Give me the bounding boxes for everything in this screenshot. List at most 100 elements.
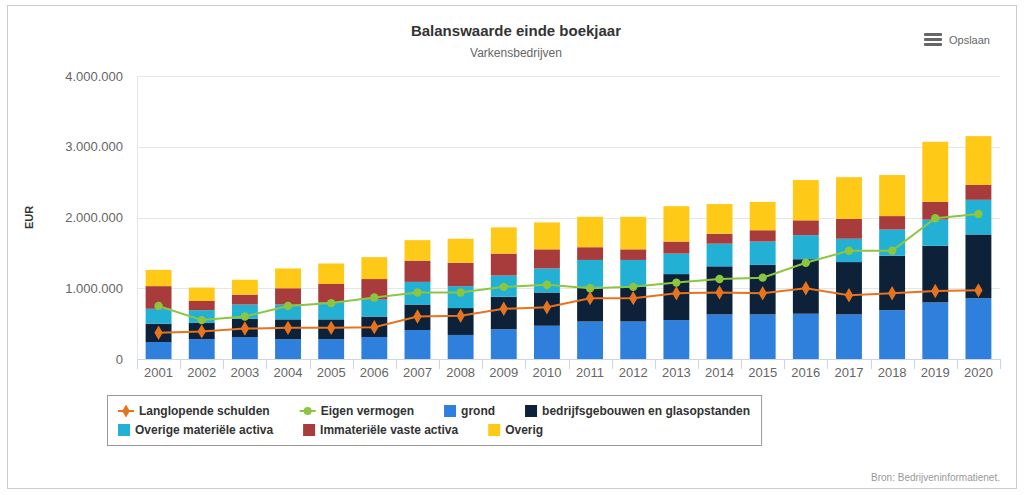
line-marker <box>715 275 723 283</box>
line-marker <box>284 321 292 335</box>
line-marker <box>241 312 249 320</box>
bar <box>189 301 215 310</box>
x-category-divider <box>266 359 267 369</box>
bar <box>663 254 689 275</box>
x-category-divider <box>439 359 440 369</box>
bar <box>232 337 258 359</box>
line-marker <box>759 286 767 300</box>
line-marker <box>370 320 378 334</box>
bar <box>750 242 776 265</box>
bar <box>793 220 819 235</box>
x-category-divider <box>698 359 699 369</box>
x-category-divider <box>957 359 958 369</box>
x-category-divider <box>310 359 311 369</box>
x-tick: 2010 <box>532 359 561 380</box>
x-category-divider <box>784 359 785 369</box>
x-tick-label: 2004 <box>274 365 303 380</box>
line-marker <box>629 291 637 305</box>
x-tick-label: 2012 <box>619 365 648 380</box>
bar <box>146 342 172 359</box>
x-category-divider <box>396 359 397 369</box>
bar <box>836 219 862 239</box>
bar <box>577 260 603 287</box>
x-tick-label: 2010 <box>532 365 561 380</box>
legend-item: Eigen vermogen <box>300 404 414 418</box>
legend-swatch <box>303 424 315 436</box>
bar <box>922 302 948 359</box>
line-marker <box>931 214 939 222</box>
menu-button[interactable]: Opslaan <box>924 33 990 46</box>
line-series <box>154 210 982 324</box>
x-tick-label: 2017 <box>835 365 864 380</box>
menu-label: Opslaan <box>949 34 990 46</box>
bar <box>965 185 991 200</box>
bar <box>965 234 991 298</box>
x-tick: 2014 <box>705 359 734 380</box>
bar <box>750 314 776 359</box>
legend: Langlopende schuldenEigen vermogengrondb… <box>108 396 762 446</box>
bar <box>922 246 948 303</box>
line-marker <box>974 210 982 218</box>
x-category-divider <box>569 359 570 369</box>
line-marker <box>802 281 810 295</box>
bar <box>922 142 948 202</box>
legend-swatch <box>488 424 500 436</box>
line-marker <box>974 283 982 297</box>
legend-swatch <box>444 405 456 417</box>
title: Balanswaarde einde boekjaar <box>411 22 621 39</box>
bar <box>448 335 474 359</box>
bar <box>793 180 819 220</box>
x-category-divider <box>914 359 915 369</box>
x-category-divider <box>353 359 354 369</box>
x-category-divider <box>871 359 872 369</box>
x-tick: 2012 <box>619 359 648 380</box>
x-tick: 2004 <box>274 359 303 380</box>
x-tick-label: 2007 <box>403 365 432 380</box>
legend-box <box>108 396 762 446</box>
grid-line <box>137 218 1000 219</box>
subtitle: Varkensbedrijven <box>470 46 562 60</box>
line-marker <box>672 286 680 300</box>
x-category-divider <box>223 359 224 369</box>
x-tick-label: 2018 <box>878 365 907 380</box>
bar <box>534 222 560 249</box>
grid-line <box>137 288 1000 289</box>
x-tick-label: 2020 <box>964 365 993 380</box>
legend-item: Overig <box>488 423 543 437</box>
line-marker <box>931 284 939 298</box>
bar <box>275 268 301 288</box>
bar <box>879 310 905 359</box>
line-marker <box>629 283 637 291</box>
x-tick: 2017 <box>835 359 864 380</box>
bar <box>707 204 733 234</box>
bar <box>361 257 387 279</box>
bar-series <box>146 200 992 324</box>
bar-series <box>146 185 992 310</box>
bar <box>534 249 560 268</box>
legend-label: bedrijfsgebouwen en glasopstanden <box>542 404 750 418</box>
bar <box>448 286 474 308</box>
bar <box>707 244 733 267</box>
bar <box>577 322 603 359</box>
bar <box>534 326 560 359</box>
legend-label: grond <box>461 404 495 418</box>
line-marker <box>413 309 421 323</box>
y-tick-label: 1.000.000 <box>65 281 123 296</box>
bar <box>965 136 991 185</box>
x-tick: 2001 <box>144 359 173 380</box>
legend-label: Immateriële vaste activa <box>320 423 458 437</box>
x-tick: 2008 <box>446 359 475 380</box>
legend-item: Overige materiële activa <box>118 423 273 437</box>
x-category-divider <box>1000 359 1001 369</box>
bar <box>707 314 733 359</box>
x-tick-label: 2013 <box>662 365 691 380</box>
bar <box>750 265 776 315</box>
bar <box>534 292 560 325</box>
bar <box>750 202 776 230</box>
bar <box>189 288 215 301</box>
y-tick-label: 0 <box>116 352 123 367</box>
x-tick: 2009 <box>489 359 518 380</box>
bar <box>793 235 819 259</box>
x-tick: 2003 <box>230 359 259 380</box>
y-tick: 4.000.000 <box>65 69 137 84</box>
